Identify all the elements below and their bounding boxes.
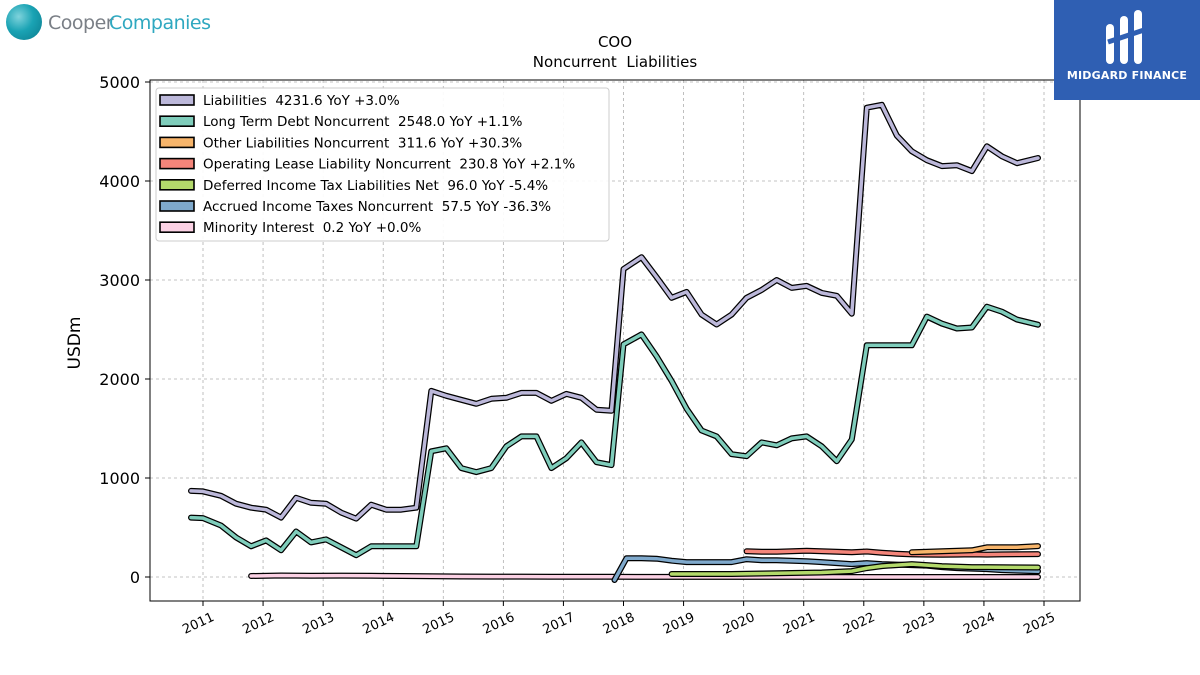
x-axis: 2011 2012 2013 2014 2015 2016 2017 2018 2019 2020…: [180, 601, 1058, 638]
y-axis-label: USDm: [65, 317, 85, 370]
x-tick-label: 2024: [961, 610, 997, 638]
company-logo: Cooper Companies: [6, 4, 211, 42]
y-tick-label: 5000: [99, 73, 140, 92]
legend-swatch: [159, 115, 195, 127]
x-tick-label: 2019: [661, 610, 697, 638]
series-lines: [188, 101, 1041, 583]
x-tick-label: 2018: [601, 610, 637, 638]
y-tick-label: 3000: [99, 271, 140, 290]
brand-logo-text: MIDGARD FINANCE: [1066, 69, 1188, 82]
y-tick-label: 2000: [99, 370, 140, 389]
x-tick-label: 2013: [300, 610, 336, 638]
series-line: [189, 304, 1040, 557]
legend-swatch: [159, 221, 195, 233]
chart-title: COO: [598, 33, 632, 51]
legend-swatch: [159, 136, 195, 149]
legend-label: Deferred Income Tax Liabilities Net 96.0…: [203, 178, 548, 194]
legend-label: Long Term Debt Noncurrent 2548.0 YoY +1.…: [203, 114, 523, 130]
company-logo-text-part1: Cooper: [48, 12, 114, 34]
series-line: [249, 573, 1040, 579]
x-tick-label: 2012: [240, 610, 276, 638]
legend-swatch: [159, 179, 195, 191]
legend-swatch: [159, 94, 195, 106]
y-axis: 0 1000 2000 3000 4000 5000: [99, 73, 150, 587]
series-line: [910, 544, 1040, 555]
company-logo-text-part2: Companies: [109, 12, 211, 34]
x-tick-label: 2021: [781, 610, 817, 638]
x-tick-label: 2014: [361, 610, 397, 638]
legend-swatch: [159, 157, 195, 170]
legend-label: Operating Lease Liability Noncurrent 230…: [203, 157, 575, 173]
x-tick-label: 2015: [421, 610, 457, 638]
x-tick-label: 2025: [1021, 610, 1057, 638]
x-tick-label: 2020: [721, 610, 757, 638]
legend-label: Other Liabilities Noncurrent 311.6 YoY +…: [203, 135, 522, 151]
legend-swatch: [159, 200, 195, 212]
company-logo-icon: [6, 4, 42, 40]
legend-box: [155, 87, 610, 242]
chart-subtitle: Noncurrent Liabilities: [533, 53, 698, 71]
y-tick-label: 4000: [99, 172, 140, 191]
x-tick-label: 2016: [481, 610, 517, 638]
brand-logo: MIDGARD FINANCE: [1054, 0, 1200, 100]
series-line: [669, 562, 1040, 576]
y-tick-label: 1000: [99, 469, 140, 488]
y-tick-label: 0: [130, 568, 140, 587]
x-tick-label: 2022: [841, 610, 877, 638]
brand-logo-icon: [1106, 10, 1145, 64]
legend-label: Accrued Income Taxes Noncurrent 57.5 YoY…: [203, 199, 551, 215]
legend-label: Minority Interest 0.2 YoY +0.0%: [203, 220, 421, 236]
series-line: [744, 549, 1040, 557]
x-tick-label: 2011: [180, 610, 216, 638]
series-line: [189, 103, 1040, 521]
plot-area: [149, 79, 1081, 602]
x-tick-label: 2023: [901, 610, 937, 638]
legend-label: Liabilities 4231.6 YoY +3.0%: [203, 93, 400, 109]
x-tick-label: 2017: [541, 610, 577, 638]
legend: Liabilities 4231.6 YoY +3.0% Long Term De…: [155, 87, 610, 242]
